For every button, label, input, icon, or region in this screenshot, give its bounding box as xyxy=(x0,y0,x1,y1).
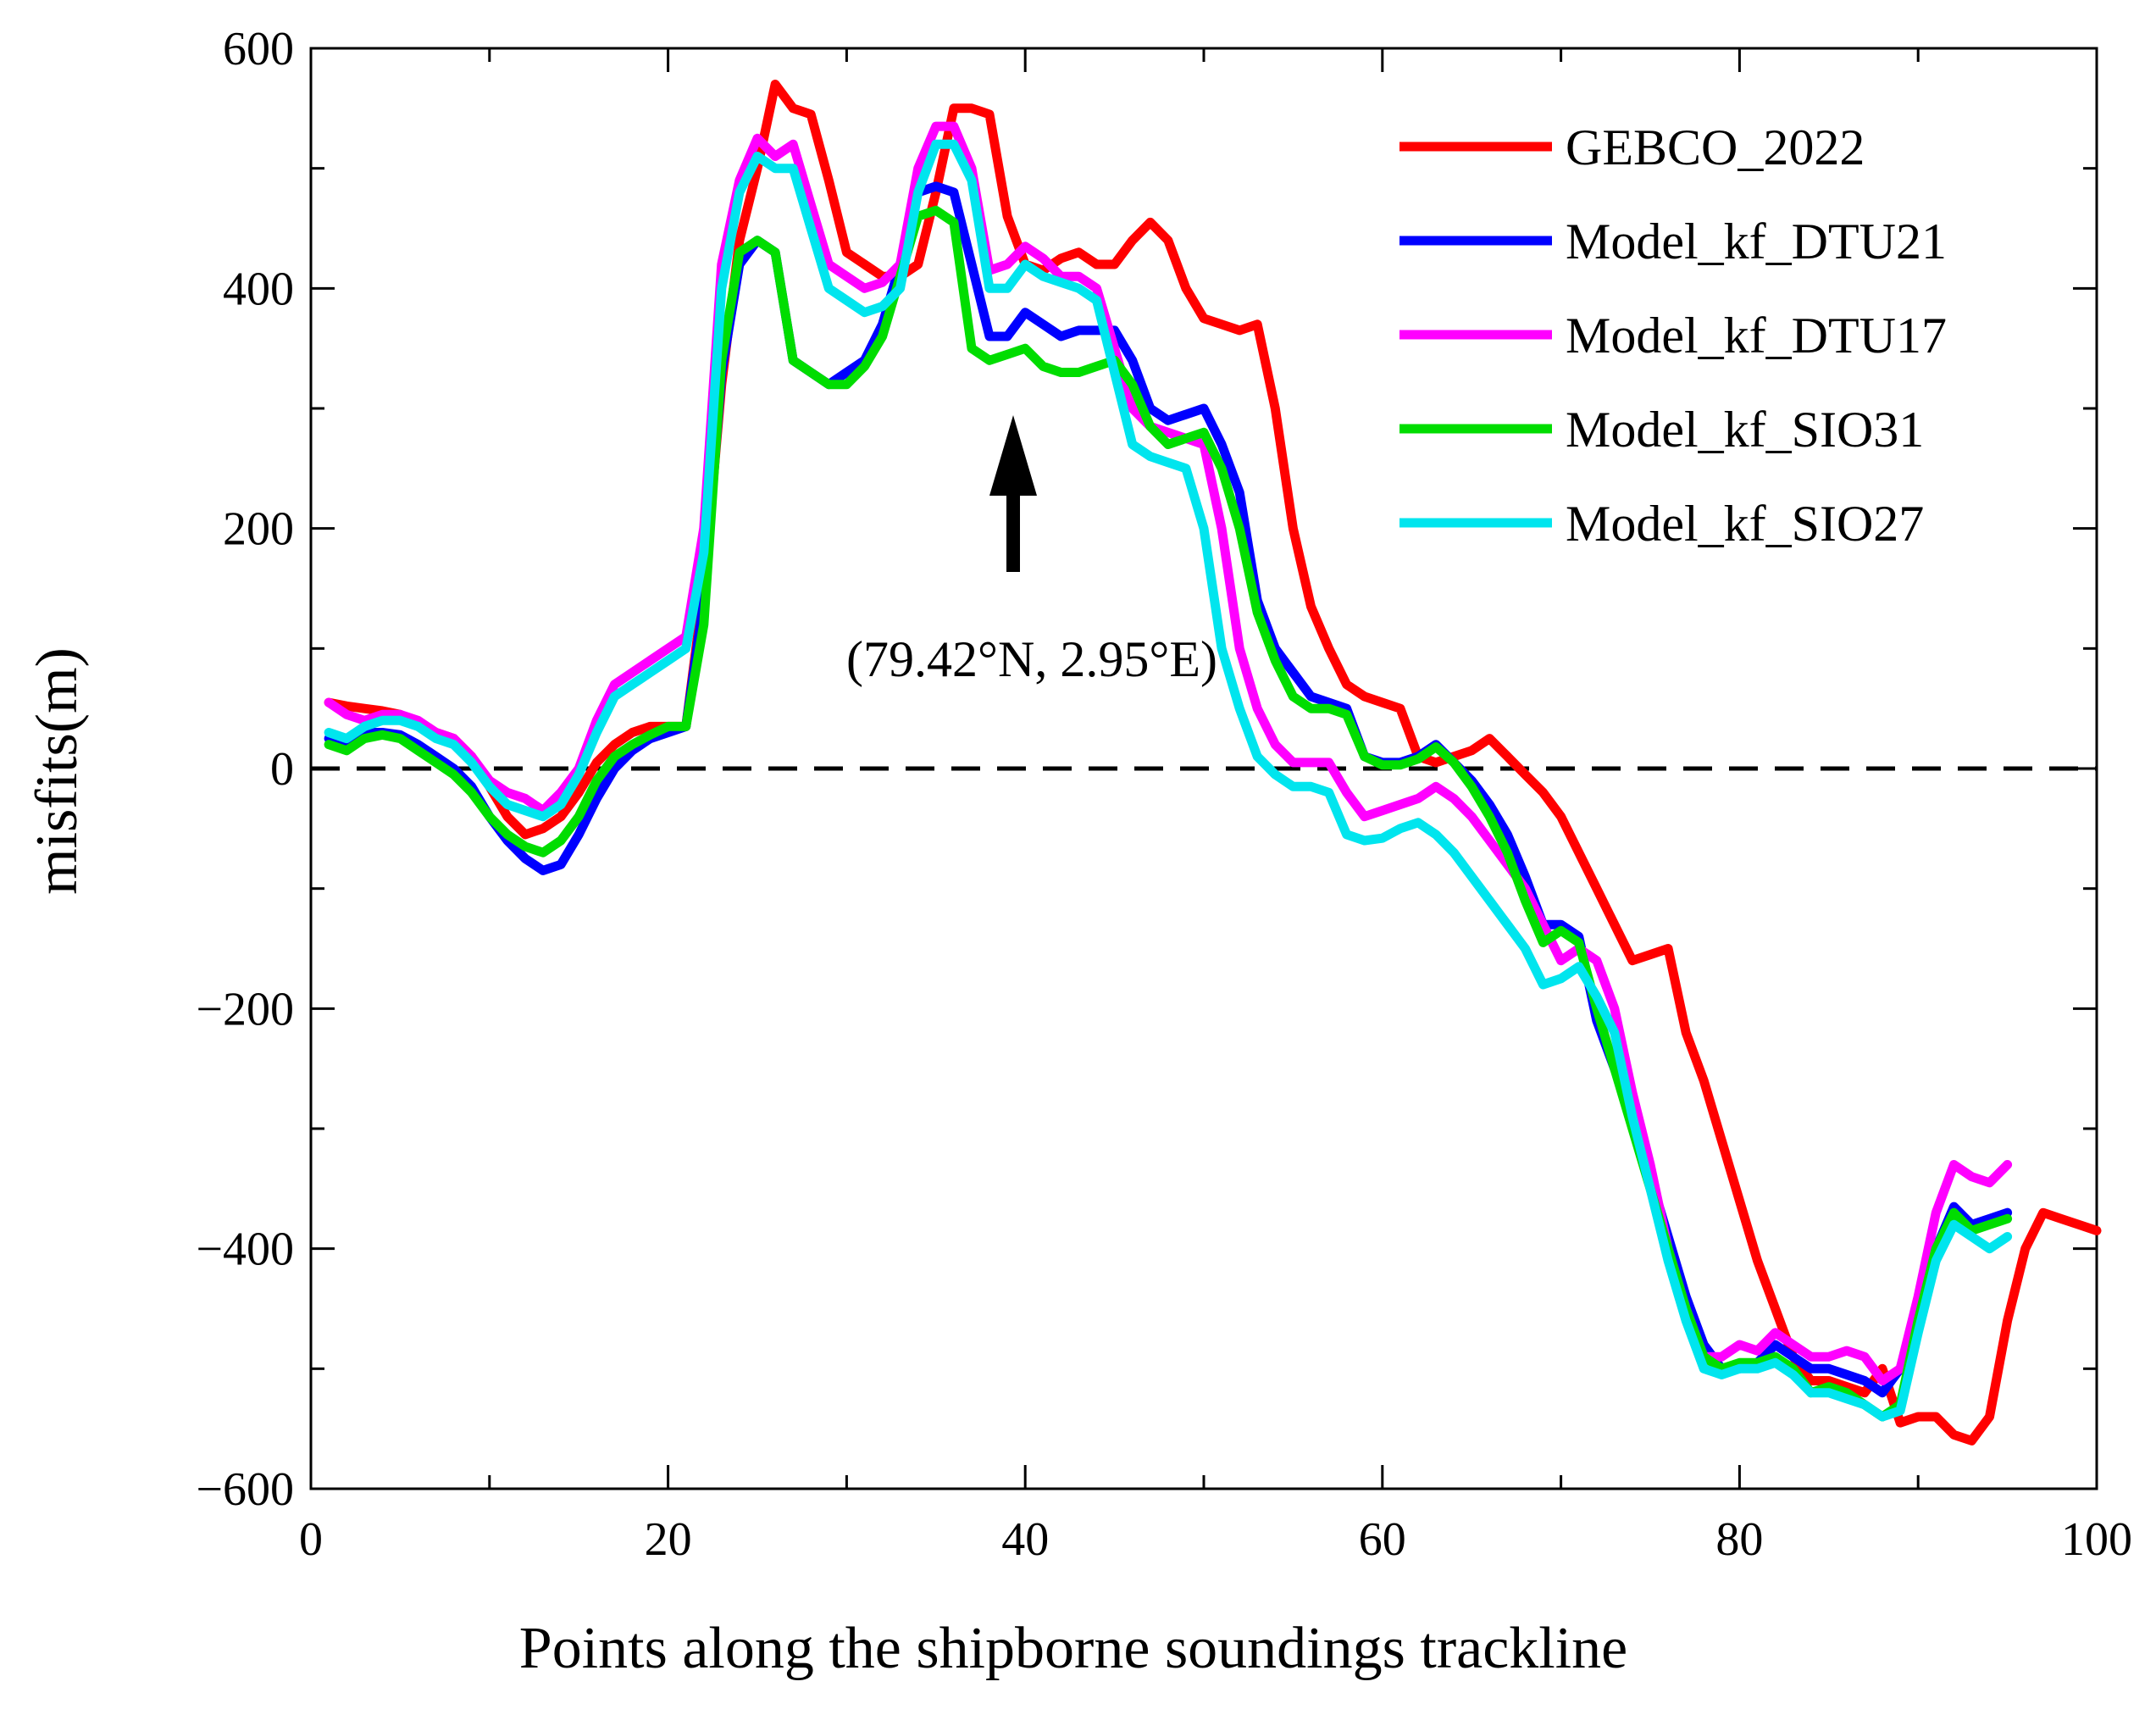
y-tick-label: 400 xyxy=(223,263,294,315)
x-tick-label: 40 xyxy=(1001,1513,1049,1566)
legend-label: Model_kf_DTU17 xyxy=(1566,308,1947,364)
y-axis-title: misfits(m) xyxy=(25,647,90,895)
y-tick-label: 600 xyxy=(223,23,294,75)
y-tick-label: 200 xyxy=(223,503,294,556)
legend-label: Model_kf_SIO27 xyxy=(1566,496,1924,552)
annotation: (79.42°N, 2.95°E) xyxy=(846,415,1217,687)
series-line-model-kf-sio31 xyxy=(324,205,2013,1422)
x-tick-label: 60 xyxy=(1359,1513,1406,1566)
y-tick-label: 0 xyxy=(270,743,294,796)
tick-labels: 0 20 40 60 80 100 600 400 200 0 −200 −400 −600 xyxy=(196,23,2132,1566)
annotation-label: (79.42°N, 2.95°E) xyxy=(846,631,1217,687)
series-lines xyxy=(324,80,2102,1446)
x-tick-label: 100 xyxy=(2061,1513,2132,1566)
legend: GEBCO_2022 Model_kf_DTU21 Model_kf_DTU17 Mo… xyxy=(1399,119,1947,552)
x-axis-title: Points along the shipborne soundings tra… xyxy=(519,1616,1627,1681)
x-tick-label: 20 xyxy=(645,1513,692,1566)
series-line-gebco-2022 xyxy=(324,80,2102,1446)
x-tick-label: 0 xyxy=(299,1513,323,1566)
legend-label: Model_kf_DTU21 xyxy=(1566,214,1947,269)
series-line-model-kf-sio27 xyxy=(324,139,2013,1422)
legend-label: Model_kf_SIO31 xyxy=(1566,402,1924,458)
y-tick-label: −400 xyxy=(196,1224,294,1276)
axes-frame xyxy=(309,47,2098,1490)
y-tick-label: −600 xyxy=(196,1463,294,1516)
annotation-arrow-head xyxy=(989,415,1037,496)
x-tick-label: 80 xyxy=(1715,1513,1763,1566)
series-line-model-kf-dtu17 xyxy=(324,121,2013,1385)
y-tick-label: −200 xyxy=(196,983,294,1035)
legend-label: GEBCO_2022 xyxy=(1566,119,1865,175)
